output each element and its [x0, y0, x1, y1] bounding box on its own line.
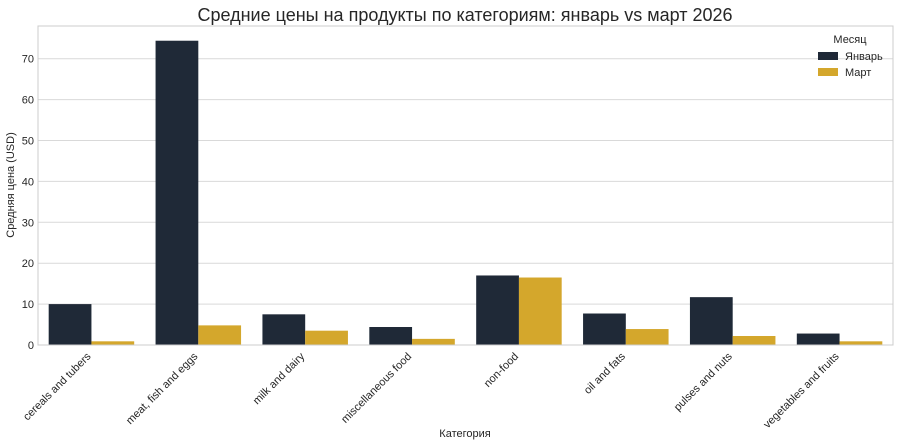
bar [625, 329, 669, 345]
x-tick-label: pulses and nuts [672, 350, 735, 413]
y-tick-label: 20 [22, 258, 34, 270]
bar [369, 327, 413, 345]
y-tick-label: 0 [28, 340, 34, 352]
plot-frame [37, 25, 894, 346]
bar [796, 333, 840, 345]
y-axis-ticks: 0 10 20 30 40 50 60 70 [22, 54, 34, 352]
bars [48, 40, 883, 345]
bar [48, 304, 92, 345]
legend-label: Январь [845, 51, 883, 63]
legend-swatch [818, 68, 838, 76]
legend-title: Месяц [833, 34, 867, 46]
bar [91, 341, 135, 345]
y-tick-label: 70 [22, 54, 34, 66]
y-tick-label: 40 [22, 176, 34, 188]
y-tick-label: 30 [22, 217, 34, 229]
x-tick-label: miscellaneous food [339, 351, 414, 426]
legend: Месяц Январь Март [818, 34, 883, 79]
y-axis-label: Средняя цена (USD) [5, 132, 17, 238]
bar [155, 40, 199, 345]
legend-swatch [818, 52, 838, 60]
bar [262, 314, 306, 345]
bar [839, 341, 883, 345]
x-tick-label: oil and fats [582, 350, 628, 396]
x-axis-ticks: cereals and tubers meat, fish and eggs mil… [21, 350, 842, 431]
bar [412, 338, 455, 345]
y-tick-label: 10 [22, 299, 34, 311]
bar [305, 330, 348, 345]
bar [732, 336, 776, 345]
legend-label: Март [845, 67, 871, 79]
x-tick-label: meat, fish and eggs [124, 350, 201, 427]
y-tick-label: 50 [22, 136, 34, 148]
bar [518, 277, 562, 345]
chart-title: Средние цены на продукты по категориям: … [197, 5, 732, 25]
x-axis-label: Категория [439, 428, 490, 440]
x-tick-label: non-food [482, 351, 521, 390]
x-tick-label: vegetables and fruits [761, 350, 842, 431]
bar [476, 275, 519, 345]
y-tick-label: 60 [22, 95, 34, 107]
x-tick-label: cereals and tubers [21, 350, 94, 423]
bar [583, 313, 626, 345]
bar [689, 297, 733, 345]
bar [198, 325, 242, 345]
x-tick-label: milk and dairy [251, 350, 308, 407]
